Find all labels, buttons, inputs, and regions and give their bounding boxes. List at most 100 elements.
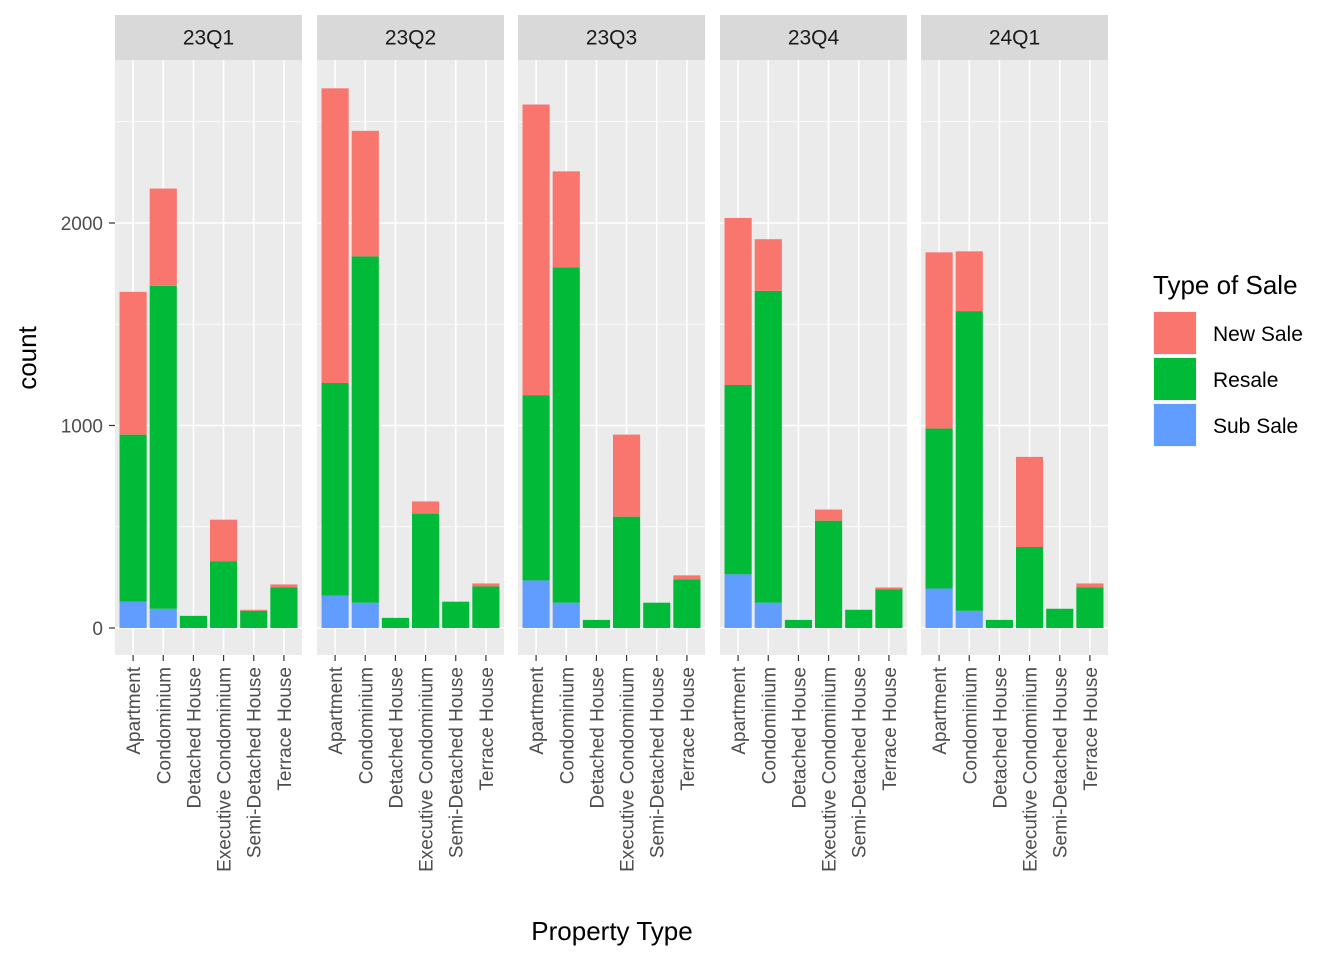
x-tick-label-executive-condominium: Executive Condominium: [1021, 667, 1042, 872]
x-tick-label-detached-house: Detached House: [184, 667, 205, 809]
bar-23q2-detached-house-resale: [381, 617, 409, 628]
x-tick-label-detached-house: Detached House: [789, 667, 810, 809]
bar-23q1-terrace-house-new-sale: [270, 584, 298, 588]
facet-strip-label: 23Q1: [183, 27, 234, 50]
y-tick-label: 0: [92, 619, 103, 640]
y-axis: 0 1000 2000: [61, 214, 115, 640]
x-tick-label-executive-condominium: Executive Condominium: [820, 667, 841, 872]
bar-23q4-apartment-sub-sale: [724, 574, 752, 628]
bar-23q1-executive-condominium-new-sale: [210, 519, 238, 562]
bar-23q2-condominium-new-sale: [351, 130, 379, 257]
x-tick-label-apartment: Apartment: [930, 666, 951, 754]
bar-23q3-apartment-resale: [522, 395, 550, 581]
bar-23q2-condominium-resale: [351, 256, 379, 603]
facet-strip: [518, 15, 705, 60]
bar-24q1-apartment-resale: [925, 428, 953, 589]
x-tick-label-semi-detached-house: Semi-Detached House: [648, 667, 669, 858]
facet-strip: [921, 15, 1108, 60]
bar-23q2-executive-condominium-new-sale: [412, 501, 440, 514]
bar-23q1-condominium-sub-sale: [149, 608, 177, 628]
bar-24q1-condominium-new-sale: [955, 251, 983, 312]
bar-23q3-apartment-sub-sale: [522, 580, 550, 628]
bar-23q4-terrace-house-new-sale: [875, 587, 903, 590]
legend-label-resale: Resale: [1213, 369, 1278, 392]
bar-24q1-condominium-sub-sale: [955, 610, 983, 628]
bar-23q3-terrace-house-resale: [673, 579, 701, 628]
facet-strip-label: 23Q2: [385, 27, 436, 50]
bar-23q4-apartment-new-sale: [724, 217, 752, 385]
bar-23q4-semi-detached-house-resale: [845, 609, 873, 628]
legend: Type of Sale New Sale Resale Sub Sale: [1153, 270, 1303, 447]
y-tick-label: 2000: [61, 214, 103, 235]
facet-panel-23q3: 23Q3 Apartment Condominium Detached House Ex…: [518, 15, 705, 872]
legend-label-sub-sale: Sub Sale: [1213, 415, 1298, 438]
bar-24q1-executive-condominium-resale: [1016, 547, 1044, 628]
legend-swatch-resale: [1154, 358, 1196, 400]
bar-23q2-executive-condominium-resale: [412, 513, 440, 628]
x-tick-label-terrace-house: Terrace House: [275, 667, 296, 791]
bar-23q2-apartment-sub-sale: [321, 595, 349, 628]
bar-23q3-condominium-sub-sale: [552, 602, 580, 628]
bar-23q1-apartment-new-sale: [119, 291, 147, 435]
legend-title: Type of Sale: [1153, 270, 1298, 300]
x-tick-label-apartment: Apartment: [729, 666, 750, 754]
x-axis-title: Property Type: [531, 916, 692, 946]
facet-strip: [317, 15, 504, 60]
x-tick-label-semi-detached-house: Semi-Detached House: [850, 667, 871, 858]
bar-23q4-condominium-new-sale: [754, 239, 782, 291]
bar-23q4-executive-condominium-new-sale: [815, 509, 843, 521]
bar-23q1-semi-detached-house-new-sale: [240, 609, 268, 611]
facet-strip: [720, 15, 907, 60]
x-tick-label-condominium: Condominium: [960, 667, 981, 784]
x-tick-label-apartment: Apartment: [326, 666, 347, 754]
bar-23q1-semi-detached-house-resale: [240, 610, 268, 628]
facet-panel-24q1: 24Q1 Apartment Condominium Detached House Ex…: [921, 15, 1108, 872]
x-tick-label-semi-detached-house: Semi-Detached House: [447, 667, 468, 858]
bar-23q1-condominium-resale: [149, 285, 177, 609]
bar-23q3-condominium-resale: [552, 267, 580, 603]
bar-23q1-detached-house-resale: [179, 615, 207, 628]
bar-24q1-apartment-new-sale: [925, 252, 953, 429]
bar-23q1-terrace-house-resale: [270, 587, 298, 628]
x-tick-label-detached-house: Detached House: [587, 667, 608, 809]
bar-23q2-apartment-resale: [321, 382, 349, 596]
bar-23q4-terrace-house-resale: [875, 589, 903, 628]
bar-24q1-terrace-house-new-sale: [1076, 583, 1104, 588]
x-tick-label-condominium: Condominium: [759, 667, 780, 784]
legend-swatch-new-sale: [1154, 312, 1196, 354]
bar-24q1-semi-detached-house-resale: [1046, 608, 1074, 628]
bar-23q1-apartment-sub-sale: [119, 601, 147, 628]
bar-23q3-detached-house-resale: [582, 619, 610, 628]
x-tick-label-semi-detached-house: Semi-Detached House: [245, 667, 266, 858]
bar-23q2-condominium-sub-sale: [351, 602, 379, 628]
x-tick-label-terrace-house: Terrace House: [1081, 667, 1102, 791]
x-tick-label-detached-house: Detached House: [990, 667, 1011, 809]
x-tick-label-executive-condominium: Executive Condominium: [618, 667, 639, 872]
bar-24q1-terrace-house-resale: [1076, 587, 1104, 628]
bar-23q4-detached-house-resale: [784, 619, 812, 628]
bar-24q1-condominium-resale: [955, 311, 983, 611]
facet-strip-label: 23Q4: [788, 27, 840, 50]
x-tick-label-executive-condominium: Executive Condominium: [417, 667, 438, 872]
bar-23q2-terrace-house-new-sale: [472, 583, 500, 587]
legend-swatch-sub-sale: [1154, 404, 1196, 446]
bar-23q4-apartment-resale: [724, 385, 752, 575]
bar-23q2-apartment-new-sale: [321, 88, 349, 383]
x-tick-label-condominium: Condominium: [154, 667, 175, 784]
bar-23q3-executive-condominium-new-sale: [613, 434, 641, 517]
bar-24q1-executive-condominium-new-sale: [1016, 456, 1044, 547]
bar-24q1-detached-house-resale: [985, 619, 1013, 628]
y-tick-label: 1000: [61, 417, 103, 438]
bar-23q1-executive-condominium-resale: [210, 561, 238, 628]
bar-23q1-condominium-new-sale: [149, 188, 177, 286]
x-tick-label-terrace-house: Terrace House: [678, 667, 699, 791]
bar-23q3-executive-condominium-resale: [613, 516, 641, 628]
bar-23q4-condominium-sub-sale: [754, 602, 782, 628]
x-tick-label-semi-detached-house: Semi-Detached House: [1051, 667, 1072, 858]
x-tick-label-terrace-house: Terrace House: [477, 667, 498, 791]
bar-23q4-executive-condominium-resale: [815, 520, 843, 628]
bar-23q3-semi-detached-house-resale: [643, 602, 671, 628]
y-axis-title: count: [12, 325, 42, 389]
legend-label-new-sale: New Sale: [1213, 323, 1303, 346]
